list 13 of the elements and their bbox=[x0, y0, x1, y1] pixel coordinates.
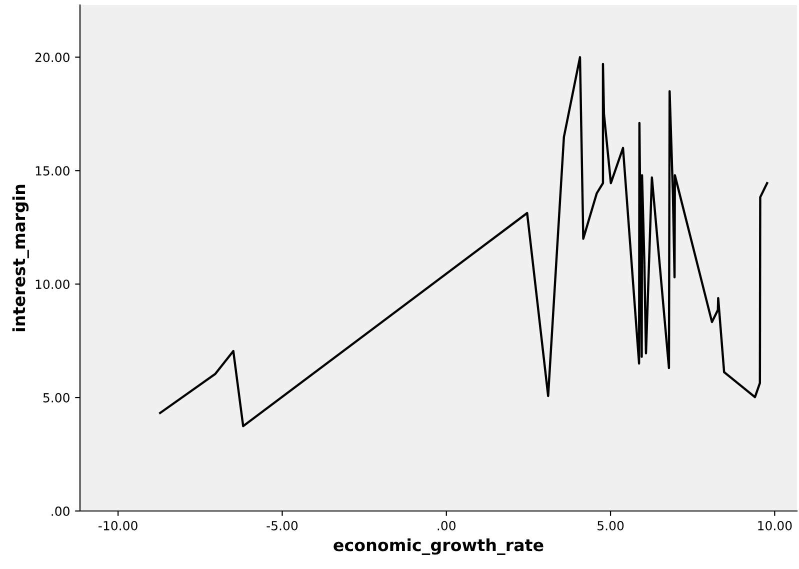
x-tick-label: -10.00 bbox=[98, 520, 138, 530]
x-axis-title: economic_growth_rate bbox=[334, 538, 544, 555]
x-tick-label: 5.00 bbox=[598, 520, 624, 530]
x-tick-label: -5.00 bbox=[266, 520, 298, 530]
x-tick-label: 10.00 bbox=[758, 520, 792, 530]
y-tick-label: 20.00 bbox=[35, 52, 70, 62]
line-series bbox=[158, 56, 768, 428]
y-tick-label: 5.00 bbox=[43, 393, 70, 402]
y-tick-label: 10.00 bbox=[36, 280, 70, 290]
y-axis-title: interest_margin bbox=[12, 184, 29, 332]
y-tick-label: 15.00 bbox=[36, 166, 70, 176]
x-tick-label: .00 bbox=[438, 520, 456, 530]
y-tick-label: .00 bbox=[52, 506, 70, 516]
